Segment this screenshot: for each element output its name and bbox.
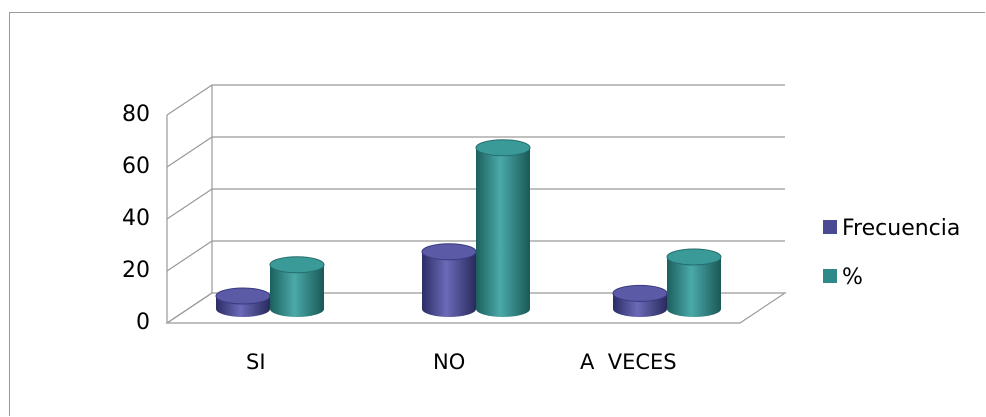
chart-walls <box>165 84 787 324</box>
y-axis-ticks: 0 20 40 60 80 <box>122 102 150 335</box>
side-gridline <box>166 240 213 272</box>
side-gridline <box>166 84 213 116</box>
bar-1-1 <box>475 139 531 317</box>
category-label: A VECES <box>580 350 677 374</box>
y-tick-label: 0 <box>136 310 150 335</box>
x-axis-categories: SI NO A VECES <box>246 350 677 374</box>
y-tick-label: 20 <box>122 258 150 283</box>
bar-body <box>422 251 476 317</box>
bar-0-1 <box>421 243 477 317</box>
chart-bars <box>215 139 722 317</box>
bar-top <box>666 248 722 266</box>
bar-body <box>476 147 530 317</box>
side-gridline <box>166 136 213 168</box>
bar-1-0 <box>269 256 325 317</box>
legend-swatch-percent <box>823 269 837 283</box>
bar-top <box>269 256 325 274</box>
y-tick-label: 60 <box>122 154 150 179</box>
bar-body <box>270 264 324 317</box>
y-tick-label: 40 <box>122 206 150 231</box>
bar-top <box>421 243 477 261</box>
legend-swatch-frecuencia <box>823 220 837 234</box>
bar-top <box>475 139 531 157</box>
legend-label-percent: % <box>842 265 863 290</box>
bar-body <box>667 257 721 317</box>
bar-top <box>612 284 668 302</box>
chart-floor <box>165 292 787 324</box>
bar-top <box>215 287 271 305</box>
bar-1-2 <box>666 248 722 317</box>
side-gridline <box>166 188 213 220</box>
bar-0-0 <box>215 287 271 317</box>
legend-label-frecuencia: Frecuencia <box>842 216 960 241</box>
y-tick-label: 80 <box>122 102 150 127</box>
bar-0-2 <box>612 284 668 317</box>
category-label: NO <box>433 350 465 374</box>
legend: Frecuencia % <box>823 216 960 290</box>
category-label: SI <box>246 350 266 374</box>
